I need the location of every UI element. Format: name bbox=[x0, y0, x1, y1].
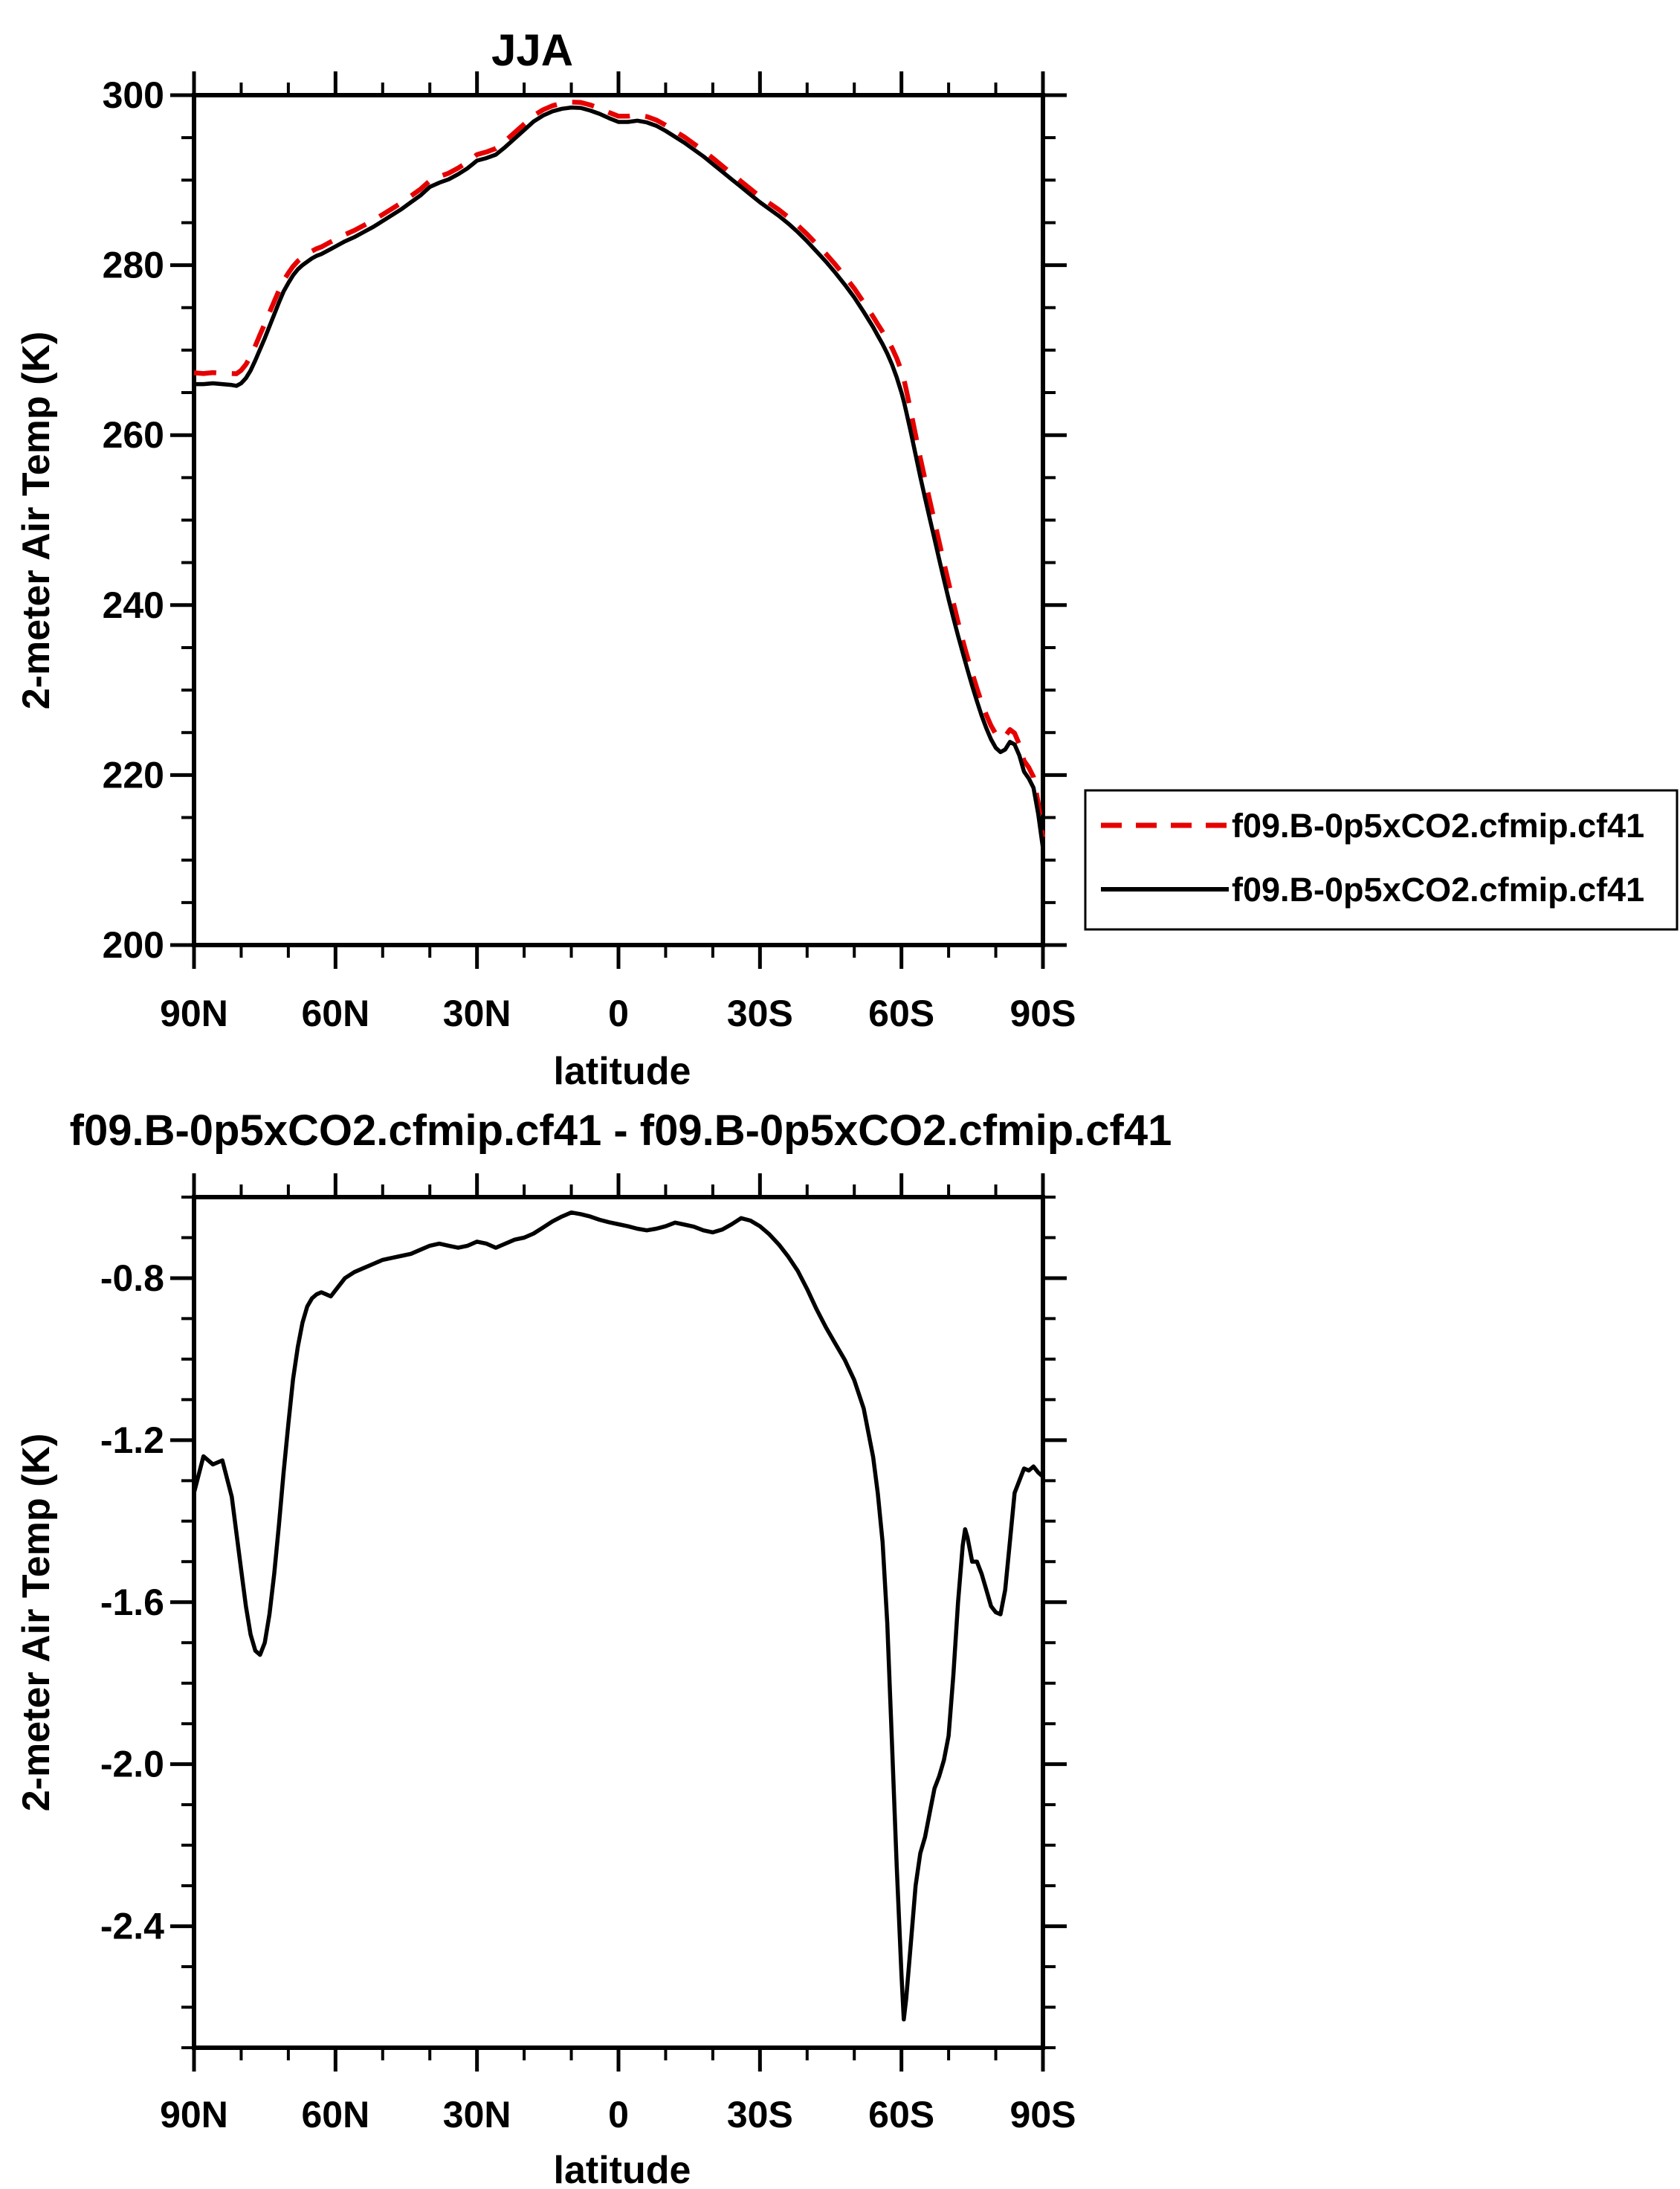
top-chart-y-axis-title: 2-meter Air Temp (K) bbox=[15, 332, 58, 710]
bottom-chart-panel: f09.B-0p5xCO2.cfmip.cf41 - f09.B-0p5xCO2… bbox=[15, 1106, 1172, 2189]
dashed-series-curve bbox=[193, 100, 1046, 838]
x-axis-tick-label: 60S bbox=[868, 2094, 934, 2135]
bottom-chart-curves bbox=[192, 1210, 1044, 2022]
x-axis-tick-label: 30N bbox=[443, 993, 511, 1034]
x-axis-tick-label: 30S bbox=[727, 993, 793, 1034]
bottom-chart-axes: 90N 60N 30N 0 30S 60S 90S -0.8 -1.2 -1.6 -2.0 -2.4 bbox=[100, 1173, 1076, 2135]
legend-box bbox=[1084, 789, 1679, 931]
y-axis-tick-label: 200 bbox=[103, 924, 164, 966]
y-axis-tick-label: 260 bbox=[103, 414, 164, 456]
x-axis-tick-label: 30N bbox=[443, 2094, 511, 2135]
y-axis-tick-label: -2.4 bbox=[100, 1906, 164, 1947]
bottom-chart-y-axis-title: 2-meter Air Temp (K) bbox=[15, 1434, 58, 1812]
y-axis-tick-label: 300 bbox=[103, 74, 164, 116]
y-axis-tick-label: -1.2 bbox=[100, 1419, 164, 1461]
solid-series-curve bbox=[194, 105, 1045, 849]
x-axis-tick-label: 90N bbox=[160, 993, 228, 1034]
legend: f09.B-0p5xCO2.cfmip.cf41 f09.B-0p5xCO2.c… bbox=[1084, 789, 1679, 931]
x-axis-tick-label: 90S bbox=[1010, 993, 1076, 1034]
x-axis-tick-label: 90N bbox=[160, 2094, 228, 2135]
y-axis-tick-label: -1.6 bbox=[100, 1582, 164, 1623]
x-axis-tick-label: 30S bbox=[727, 2094, 793, 2135]
top-chart-curves bbox=[193, 100, 1046, 849]
legend-entry-dashed-label: f09.B-0p5xCO2.cfmip.cf41 bbox=[1232, 807, 1644, 845]
x-axis-tick-label: 60N bbox=[301, 2094, 369, 2135]
x-axis-tick-label: 0 bbox=[608, 993, 629, 1034]
top-chart-title: JJA bbox=[491, 25, 573, 75]
top-chart-x-axis-title: latitude bbox=[554, 1050, 691, 1093]
y-axis-tick-label: 220 bbox=[103, 754, 164, 796]
x-axis-tick-label: 60S bbox=[868, 993, 934, 1034]
y-axis-tick-label: 280 bbox=[103, 245, 164, 286]
plot-frame bbox=[192, 1195, 1045, 2050]
bottom-chart-title: f09.B-0p5xCO2.cfmip.cf41 - f09.B-0p5xCO2… bbox=[70, 1106, 1172, 1155]
legend-entry-solid-label: f09.B-0p5xCO2.cfmip.cf41 bbox=[1232, 871, 1644, 909]
bottom-chart-x-axis-title: latitude bbox=[554, 2149, 691, 2189]
solid-series-curve bbox=[192, 1210, 1044, 2022]
x-axis-tick-label: 60N bbox=[301, 993, 369, 1034]
y-axis-tick-label: -2.0 bbox=[100, 1744, 164, 1785]
x-axis-tick-label: 0 bbox=[608, 2094, 629, 2135]
plot-frame bbox=[192, 93, 1045, 947]
y-axis-tick-label: 240 bbox=[103, 584, 164, 626]
top-chart-panel: JJA 2-meter Air Temp (K) latitude 90N 60N… bbox=[15, 25, 1076, 1093]
y-axis-tick-label: -0.8 bbox=[100, 1257, 164, 1299]
x-axis-tick-label: 90S bbox=[1010, 2094, 1076, 2135]
top-chart-axes: 90N 60N 30N 0 30S 60S 90S 300 280 260 240 220 200 bbox=[103, 71, 1076, 1034]
